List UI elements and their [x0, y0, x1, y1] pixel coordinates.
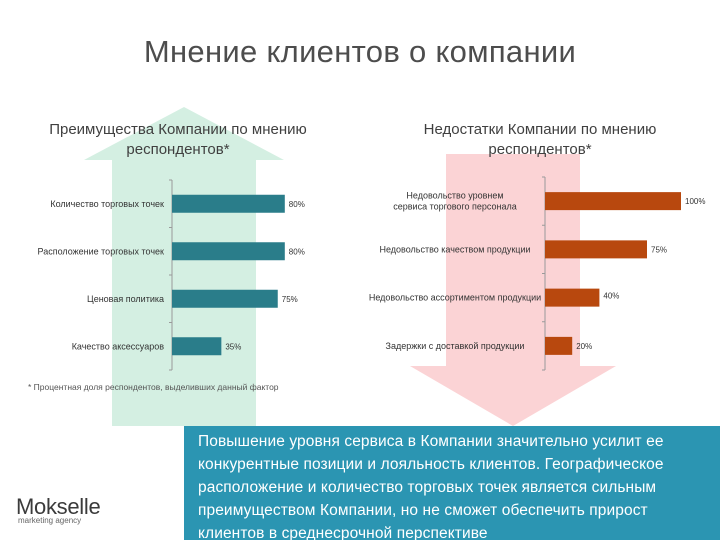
value-label: 40% — [603, 292, 619, 301]
value-label: 35% — [225, 342, 241, 351]
bar — [545, 240, 647, 259]
value-label: 80% — [289, 200, 305, 209]
bar — [545, 288, 600, 307]
conclusion-text: Повышение уровня сервиса в Компании знач… — [198, 433, 664, 542]
category-label: Качество аксессуаров — [72, 341, 165, 351]
value-label: 20% — [576, 342, 592, 351]
footnote: * Процентная доля респондентов, выделивш… — [28, 382, 279, 392]
category-label: Недовольство уровнем сервиса торгового пе… — [393, 191, 516, 212]
advantages-chart-title: Преимущества Компании по мнению респонде… — [49, 121, 307, 158]
bar — [172, 194, 285, 213]
disadvantages-bar-chart: Недовольство уровнем сервиса торгового пе… — [369, 176, 705, 371]
category-label: Расположение торговых точек — [37, 246, 164, 256]
value-label: 100% — [685, 197, 705, 206]
page-title: Мнение клиентов о компании — [143, 34, 577, 69]
category-label: Ценовая политика — [87, 294, 164, 304]
up-arrow-shape — [84, 107, 284, 426]
bar — [545, 336, 573, 355]
category-label: Недовольство ассортиментом продукции — [369, 293, 541, 303]
category-label: Задержки с доставкой продукции — [386, 341, 525, 351]
bar — [545, 192, 681, 211]
value-label: 75% — [282, 295, 298, 304]
bar — [172, 337, 222, 356]
conclusion-box: Повышение уровня сервиса в Компании знач… — [184, 426, 720, 542]
company-logo: Mokselle — [16, 494, 101, 519]
advantages-bar-chart: Количество торговых точек 80% Расположение… — [37, 179, 305, 371]
company-logo-tagline: marketing agency — [18, 516, 82, 525]
down-arrow-shape — [410, 154, 616, 426]
category-label: Количество торговых точек — [50, 199, 164, 209]
disadvantages-chart-title: Недостатки Компании по мнению респондент… — [423, 121, 657, 158]
category-label: Недовольство качеством продукции — [379, 244, 530, 254]
bar — [172, 242, 285, 261]
value-label: 75% — [651, 245, 667, 254]
bar — [172, 289, 278, 308]
value-label: 80% — [289, 247, 305, 256]
